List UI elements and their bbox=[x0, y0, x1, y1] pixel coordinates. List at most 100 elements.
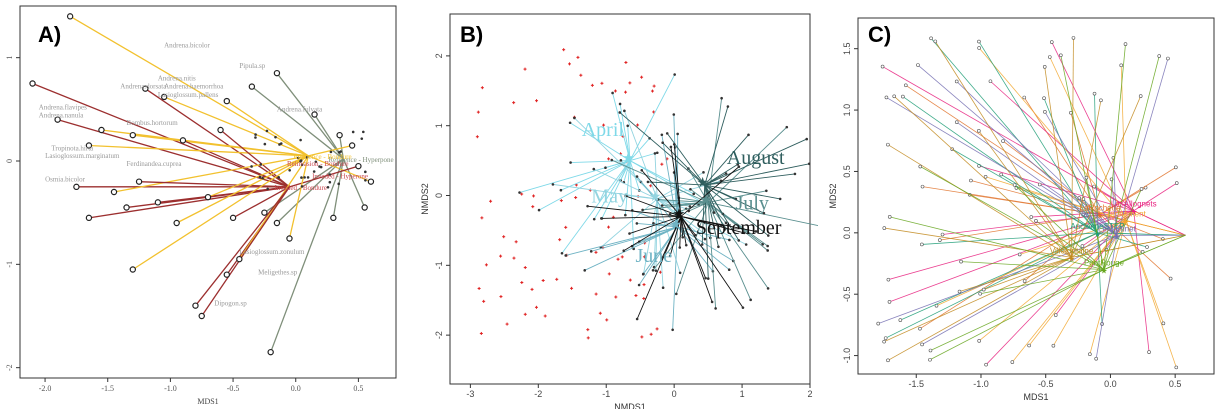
month-spider-line bbox=[601, 160, 631, 219]
site-point bbox=[1174, 165, 1178, 170]
site-spider-line bbox=[226, 100, 309, 157]
site-spider-line bbox=[934, 41, 1072, 258]
site-point bbox=[1147, 350, 1151, 354]
site-point bbox=[1034, 218, 1038, 223]
site-point bbox=[728, 238, 731, 242]
site-point bbox=[355, 162, 362, 170]
centroid-marker: ★ bbox=[1122, 218, 1129, 227]
month-spider-line bbox=[669, 216, 682, 257]
month-spider-line bbox=[680, 216, 713, 303]
species-label: Lasioglossum.pallens bbox=[158, 91, 219, 99]
site-spider-line bbox=[985, 210, 1135, 365]
site-point bbox=[1059, 53, 1063, 58]
site-point bbox=[754, 230, 758, 233]
site-spider-line bbox=[207, 155, 309, 198]
panel-b-chart: -3 -2 -1 0 1 2-2-1012NMDS1NMDS2B)★★★★★★AprilM… bbox=[420, 13, 818, 409]
site-point bbox=[654, 269, 658, 272]
site-point bbox=[586, 204, 589, 208]
site-point bbox=[920, 242, 924, 247]
site-point bbox=[710, 300, 714, 304]
site-point bbox=[1174, 365, 1179, 370]
month-spider-line bbox=[707, 202, 752, 300]
site-point bbox=[929, 36, 933, 41]
site-point bbox=[123, 204, 130, 211]
site-point-small bbox=[337, 151, 341, 154]
month-spider-line bbox=[704, 184, 715, 213]
month-spider-line bbox=[673, 144, 682, 217]
site-point bbox=[568, 121, 572, 125]
site-spider-line bbox=[930, 269, 1105, 351]
site-spider-line bbox=[1086, 177, 1105, 270]
site-spider-line bbox=[983, 257, 1072, 290]
month-spider-line bbox=[629, 160, 705, 204]
site-spider-line bbox=[1120, 65, 1127, 221]
panel-a: -2.0-1.5-1.0-0.50.00.5-2-101MDS1MDS2A)An… bbox=[0, 0, 400, 409]
centroid-label: Reference - Bondure bbox=[293, 153, 351, 161]
site-point bbox=[706, 277, 710, 280]
species-label: Pipula.sp bbox=[239, 62, 265, 70]
site-point bbox=[672, 113, 676, 116]
site-spider-line bbox=[882, 66, 1134, 212]
species-label: Bombus.hortorum bbox=[127, 119, 179, 127]
panel-c: -1.5 -1.0 -0.5 0.0 0.5 -1.0 -0.5 0.0 0.5 1.0 1.5 MD… bbox=[828, 0, 1219, 409]
site-spider-line bbox=[1016, 187, 1127, 221]
centroid-marker: ★ bbox=[649, 190, 662, 205]
month-spider-line bbox=[707, 202, 768, 251]
site-point bbox=[761, 242, 764, 246]
centroid-marker: ★ bbox=[673, 207, 686, 222]
site-spider-line bbox=[1035, 220, 1105, 270]
species-label: Andrena.dorsata bbox=[120, 83, 167, 91]
site-spider-line bbox=[1044, 111, 1118, 236]
site-spider-line bbox=[1106, 235, 1118, 251]
month-spider-line bbox=[677, 226, 730, 271]
site-spider-line bbox=[961, 261, 1104, 271]
site-point bbox=[564, 254, 568, 257]
x-tick-label: -2.0 bbox=[39, 384, 52, 393]
site-point bbox=[704, 276, 707, 280]
site-spider-line bbox=[930, 38, 1098, 234]
species-label: Andrena.nanula bbox=[39, 112, 84, 120]
site-spider-line bbox=[956, 121, 1118, 236]
x-tick-label: 1 bbox=[740, 389, 745, 399]
site-spider-line bbox=[978, 130, 1072, 258]
month-spider-line bbox=[605, 160, 631, 169]
month-spider-line bbox=[680, 216, 744, 308]
site-spider-line bbox=[921, 234, 1118, 345]
species-label: Andrena.flavipes bbox=[39, 103, 87, 111]
site-point bbox=[892, 94, 897, 99]
site-point-small bbox=[351, 130, 355, 134]
month-spider-line bbox=[538, 160, 631, 211]
site-point bbox=[110, 188, 118, 196]
site-point bbox=[1092, 184, 1096, 189]
site-point bbox=[160, 93, 168, 101]
site-point bbox=[361, 204, 368, 211]
site-point bbox=[672, 142, 676, 146]
site-point bbox=[668, 254, 672, 258]
site-spider-line bbox=[978, 41, 1098, 234]
site-label: AncienneSTEP bbox=[1070, 222, 1124, 231]
site-point bbox=[766, 287, 770, 290]
centroid-marker: ★ bbox=[1094, 230, 1101, 239]
site-point bbox=[66, 13, 74, 20]
month-spider-line bbox=[704, 184, 719, 247]
site-spider-line bbox=[163, 96, 309, 157]
site-point bbox=[886, 142, 890, 147]
site-point bbox=[988, 79, 993, 84]
month-spider-line bbox=[632, 209, 678, 228]
site-point bbox=[678, 271, 682, 275]
site-spider-line bbox=[886, 97, 1118, 236]
site-point bbox=[793, 172, 797, 176]
site-point bbox=[1088, 352, 1092, 357]
site-point bbox=[884, 95, 889, 100]
site-spider-line bbox=[1083, 198, 1118, 236]
site-point bbox=[983, 174, 988, 179]
month-label: July bbox=[736, 192, 769, 214]
site-spider-line bbox=[1071, 234, 1186, 258]
y-tick-label: 0 bbox=[5, 159, 14, 163]
site-point-small bbox=[274, 135, 277, 139]
site-point bbox=[1080, 244, 1085, 248]
month-spider-line bbox=[678, 197, 709, 203]
site-point bbox=[933, 39, 938, 44]
month-spider-line bbox=[636, 222, 678, 228]
site-point bbox=[977, 129, 981, 133]
